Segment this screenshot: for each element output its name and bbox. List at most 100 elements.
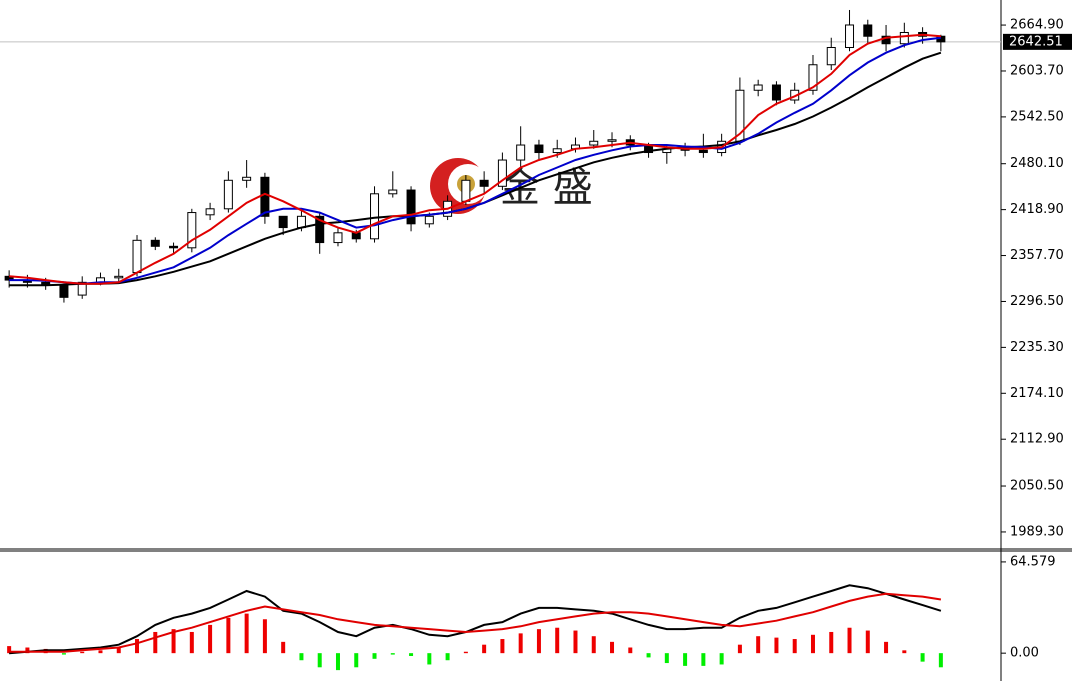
histogram-bar	[354, 653, 359, 668]
y-tick-label: 2050.50	[1010, 479, 1064, 494]
candle-body	[132, 239, 142, 274]
histogram-bar	[171, 629, 176, 654]
histogram-bar	[372, 653, 377, 659]
y-tick-label: 2235.30	[1010, 340, 1064, 355]
histogram-bar	[756, 636, 761, 654]
histogram-bar	[610, 641, 615, 654]
candle-body	[753, 84, 763, 91]
candle-body	[899, 31, 909, 45]
histogram-bar	[98, 650, 103, 654]
histogram-bar	[829, 631, 834, 654]
candle-body	[187, 212, 197, 249]
macd-line	[9, 584, 942, 655]
histogram-bar	[317, 653, 322, 668]
y-tick-label: 2480.10	[1010, 156, 1064, 171]
candle-body	[223, 179, 233, 210]
candle-body	[424, 215, 434, 225]
histogram-bar	[737, 644, 742, 654]
histogram-bar	[847, 627, 852, 654]
histogram-bar	[518, 633, 523, 654]
candle-body	[114, 275, 124, 279]
histogram-bar	[810, 634, 815, 654]
histogram-bar	[226, 617, 231, 654]
histogram-bar	[208, 624, 213, 654]
macd-line	[9, 592, 942, 653]
y-tick-label: 2296.50	[1010, 294, 1064, 309]
candle-body	[771, 84, 781, 101]
histogram-bar	[463, 651, 468, 654]
histogram-bar	[427, 653, 432, 665]
histogram-bar	[628, 647, 633, 654]
candle-body	[278, 215, 288, 229]
histogram-bar	[189, 631, 194, 654]
y-tick-label: 1989.30	[1010, 524, 1064, 539]
candle-body	[315, 215, 325, 244]
y-tick-label: 2418.90	[1010, 202, 1064, 217]
histogram-bar	[664, 653, 669, 664]
histogram-bar	[701, 653, 706, 666]
histogram-bar	[281, 641, 286, 654]
candle-body	[77, 281, 87, 296]
histogram-bar	[61, 653, 66, 655]
y-tick-label: 2112.90	[1010, 432, 1064, 447]
candle-body	[59, 284, 69, 298]
histogram-bar	[135, 639, 140, 654]
histogram-bar	[500, 639, 505, 654]
candle-body	[698, 149, 708, 154]
candle-body	[808, 64, 818, 91]
histogram-bar	[244, 613, 249, 654]
candle-body	[589, 140, 599, 146]
histogram-bar	[646, 653, 651, 658]
candle-body	[296, 215, 306, 229]
candle-body	[826, 46, 836, 66]
moving-average	[9, 36, 942, 285]
candle-body	[242, 176, 252, 181]
candle-body	[260, 176, 270, 217]
histogram-bar	[262, 619, 267, 654]
y-tick-label: 2603.70	[1010, 63, 1064, 78]
candle-body	[205, 208, 215, 216]
histogram-bar	[390, 653, 395, 655]
y-tick-label: 2357.70	[1010, 248, 1064, 263]
candle-body	[516, 144, 526, 161]
y-tick-label: 2174.10	[1010, 386, 1064, 401]
candle-body	[479, 179, 489, 187]
candle-body	[534, 144, 544, 154]
current-price-label: 2642.51	[1009, 34, 1063, 49]
histogram-bar	[865, 630, 870, 654]
candle-body	[497, 159, 507, 187]
histogram-bar	[683, 653, 688, 666]
histogram-bar	[591, 636, 596, 654]
y-tick-label: 64.579	[1010, 554, 1056, 569]
candle-body	[333, 232, 343, 244]
histogram-bar	[902, 650, 907, 654]
histogram-bar	[482, 644, 487, 654]
histogram-bar	[409, 653, 414, 656]
y-tick-label: 2542.50	[1010, 109, 1064, 124]
y-tick-label: 2664.90	[1010, 18, 1064, 33]
histogram-bar	[299, 653, 304, 661]
candle-body	[863, 24, 873, 37]
candle-body	[552, 148, 562, 154]
histogram-bar	[555, 627, 560, 654]
candle-body	[388, 189, 398, 195]
histogram-bar	[792, 639, 797, 654]
histogram-bar	[445, 653, 450, 661]
candle-body	[845, 24, 855, 48]
histogram-bar	[80, 651, 85, 654]
histogram-bar	[573, 630, 578, 654]
histogram-bar	[884, 641, 889, 654]
y-tick-label: 0.00	[1010, 646, 1039, 661]
moving-average	[9, 33, 941, 285]
histogram-bar	[153, 631, 158, 654]
candle-body	[406, 189, 416, 225]
histogram-bar	[774, 637, 779, 654]
histogram-bar	[536, 629, 541, 654]
histogram-bar	[7, 646, 12, 654]
histogram-bar	[920, 653, 925, 662]
histogram-bar	[116, 647, 121, 654]
histogram-bar	[335, 653, 340, 671]
histogram-bar	[938, 653, 943, 668]
candle-body	[150, 239, 160, 247]
